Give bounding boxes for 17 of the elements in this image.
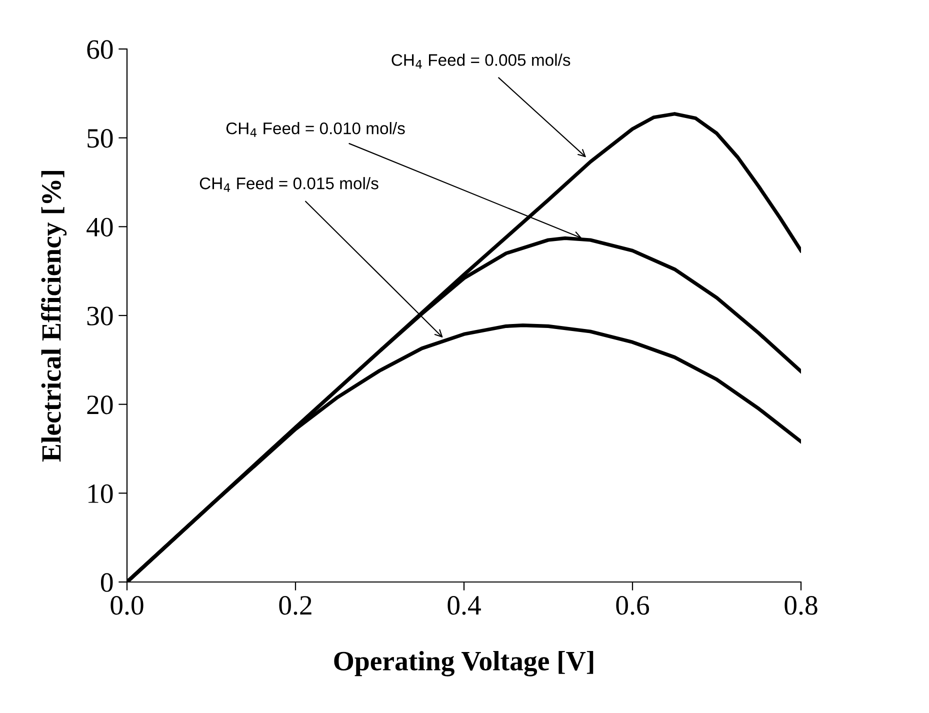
x-tick-label: 0.2: [279, 596, 312, 615]
annotation: CH$_{4}$ Feed = 0.005 mol/s: [392, 54, 570, 68]
x-tick-label: 0.0: [110, 596, 144, 615]
y-tick-label: 60: [87, 40, 113, 59]
annotation: CH$_{4}$ Feed = 0.010 mol/s: [226, 122, 405, 137]
y-tick-label: 40: [86, 218, 113, 237]
y-tick-label: 10: [88, 484, 113, 504]
y-tick-label: 50: [88, 129, 113, 148]
x-tick-label: 0.8: [784, 596, 818, 615]
y-axis-title: Electrical Efficiency [%]: [41, 171, 67, 462]
y-tick-label: 0: [100, 573, 113, 592]
x-tick-label: 0.6: [616, 596, 650, 615]
annotation: CH$_{4}$ Feed = 0.015 mol/s: [200, 177, 378, 192]
y-tick-label: 20: [87, 396, 113, 414]
y-tick-label: 30: [87, 306, 113, 326]
x-tick-label: 0.4: [448, 596, 481, 615]
x-axis-title: Operating Voltage [V]: [334, 650, 594, 676]
